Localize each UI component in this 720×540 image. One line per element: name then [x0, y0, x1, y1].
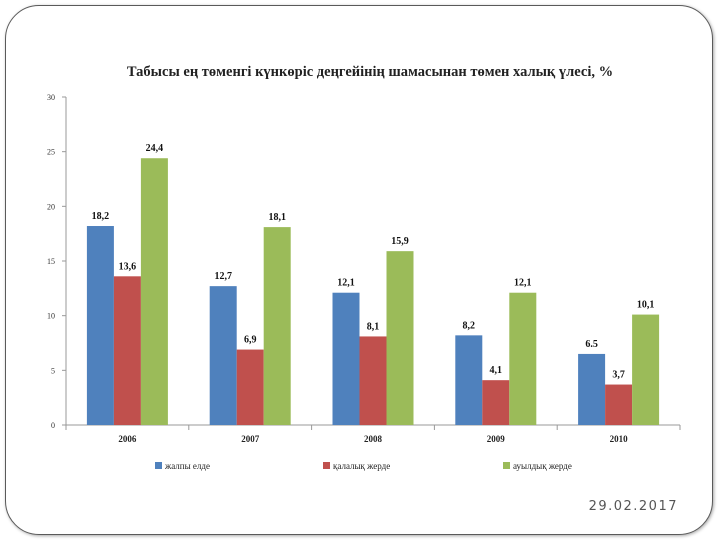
legend-swatch: [155, 462, 162, 469]
x-category-label: 2008: [364, 434, 383, 444]
bar-2008-s1: [359, 336, 387, 425]
data-label: 4,1: [490, 365, 503, 376]
x-category-label: 2006: [118, 434, 137, 444]
data-label: 8,1: [367, 321, 380, 332]
y-tick-label: 5: [51, 366, 55, 375]
slide-date: 29.02.2017: [588, 499, 678, 514]
chart-data-labels: 18,2 12,7 12,1 8,2 6.5 13,6 6,9 8,1 4,1 3,7 24,4 18…: [92, 143, 655, 380]
x-category-label: 2010: [610, 434, 629, 444]
legend-label: жалпы елде: [164, 461, 210, 471]
bar-2007-s0: [209, 286, 237, 425]
y-tick-label: 25: [47, 148, 55, 157]
legend-swatch: [323, 462, 330, 469]
bar-2008-s2: [386, 251, 414, 425]
data-label: 18,2: [92, 211, 110, 222]
data-label: 12,1: [337, 278, 355, 289]
bar-2009-s0: [455, 335, 483, 425]
bar-2006-s1: [113, 276, 141, 425]
y-tick-label: 30: [47, 93, 55, 102]
data-label: 8,2: [463, 320, 476, 331]
data-label: 18,1: [268, 212, 286, 223]
slide-frame: [5, 5, 713, 535]
bar-2008-s0: [332, 292, 360, 425]
y-tick-label: 10: [47, 312, 55, 321]
chart-legend: жалпы елде қалалық жерде ауылдық жерде: [155, 461, 572, 471]
bar-2007-s1: [236, 349, 264, 425]
data-label: 6.5: [585, 339, 598, 350]
data-label: 10,1: [637, 300, 655, 311]
bar-2010-s0: [578, 353, 606, 425]
x-category-label: 2007: [241, 434, 260, 444]
y-tick-label: 0: [51, 421, 55, 430]
x-category-label: 2009: [487, 434, 506, 444]
chart-title: Табысы ең төменгі күнкөріс деңгейінің ша…: [127, 64, 613, 80]
legend-swatch: [503, 462, 510, 469]
legend-label: қалалық жерде: [333, 461, 390, 471]
bar-2009-s2: [509, 292, 537, 425]
bar-2009-s1: [482, 380, 510, 425]
data-label: 13,6: [119, 261, 137, 272]
chart-axes: 0 5 10 15 20 25 30 2006 2007 2008 2009 2010: [47, 93, 681, 444]
bar-2006-s2: [140, 158, 168, 425]
bar-2006-s0: [86, 226, 114, 425]
data-label: 6,9: [244, 335, 257, 346]
data-label: 15,9: [391, 236, 409, 247]
data-label: 24,4: [146, 143, 164, 154]
data-label: 3,7: [612, 370, 625, 381]
legend-label: ауылдық жерде: [513, 461, 572, 471]
y-tick-label: 20: [47, 202, 55, 211]
chart-bars: [86, 158, 660, 425]
y-tick-label: 15: [47, 257, 55, 266]
bar-2010-s1: [605, 384, 633, 425]
data-label: 12,7: [214, 271, 232, 282]
bar-2007-s2: [263, 227, 291, 425]
bar-2010-s2: [632, 314, 660, 425]
data-label: 12,1: [514, 278, 532, 289]
